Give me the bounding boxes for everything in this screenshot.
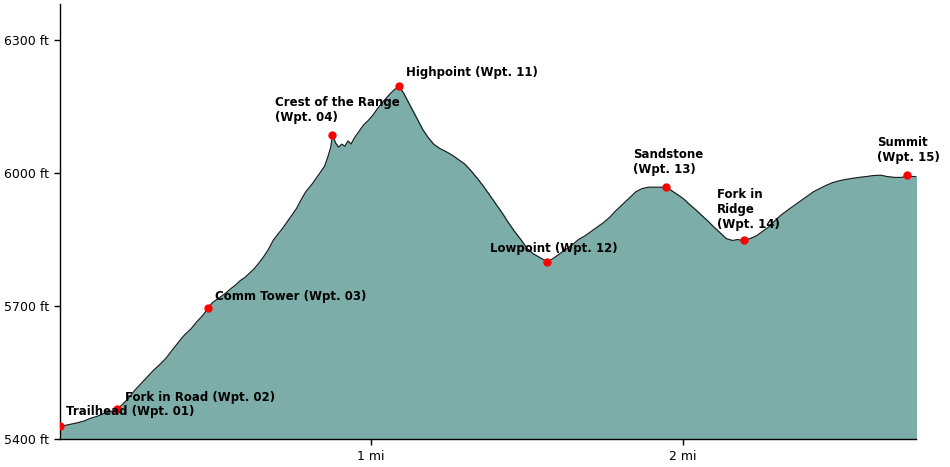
Text: Trailhead (Wpt. 01): Trailhead (Wpt. 01)	[66, 405, 195, 418]
Text: Fork in Road (Wpt. 02): Fork in Road (Wpt. 02)	[125, 391, 276, 404]
Text: Fork in
Ridge
(Wpt. 14): Fork in Ridge (Wpt. 14)	[717, 188, 780, 231]
Text: Highpoint (Wpt. 11): Highpoint (Wpt. 11)	[406, 66, 538, 79]
Text: Comm Tower (Wpt. 03): Comm Tower (Wpt. 03)	[216, 290, 367, 303]
Text: Summit
(Wpt. 15): Summit (Wpt. 15)	[878, 136, 940, 164]
Text: Sandstone
(Wpt. 13): Sandstone (Wpt. 13)	[633, 149, 703, 177]
Text: Crest of the Range
(Wpt. 04): Crest of the Range (Wpt. 04)	[275, 96, 399, 124]
Text: Lowpoint (Wpt. 12): Lowpoint (Wpt. 12)	[489, 242, 618, 255]
